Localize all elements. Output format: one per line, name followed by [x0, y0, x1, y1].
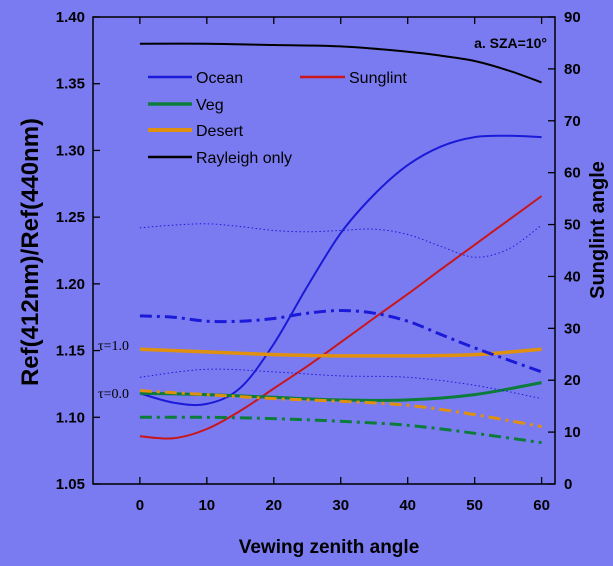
y-right-tick-label: 20	[564, 372, 581, 389]
x-tick-label: 60	[533, 497, 550, 514]
y-right-tick-label: 50	[564, 217, 581, 234]
series-line-veg	[139, 381, 542, 402]
y-left-tick-label: 1.10	[56, 409, 85, 426]
y-left-tick-label: 1.20	[56, 276, 85, 293]
y-left-tick-label: 1.30	[56, 142, 85, 159]
y-left-tick-label: 1.15	[56, 343, 85, 360]
y-right-tick-label: 40	[564, 268, 581, 285]
annotation-tau-0: τ=0.0	[98, 387, 129, 402]
y-right-tick-label: 10	[564, 424, 581, 441]
legend-label-desert: Desert	[196, 123, 244, 140]
x-axis-title: Vewing zenith angle	[239, 537, 420, 558]
x-tick-label: 0	[136, 497, 144, 514]
y-left-tick-label: 1.05	[56, 476, 85, 493]
ticks-layer: 0 10 20 30 40 50 60 1.05 1.10 1.15 1.20 1.25 1.30 1.3…	[56, 9, 581, 514]
series-line-veg-0-0	[139, 415, 542, 445]
y-right-tick-label: 90	[564, 9, 581, 26]
x-tick-label: 20	[265, 497, 282, 514]
series-line-ocean-1-0	[139, 308, 543, 374]
series-line-ocean-dotted-lower	[139, 368, 542, 400]
legend-label-sunglint: Sunglint	[349, 70, 407, 87]
y-axis-right-title: Sunglint angle	[587, 161, 609, 299]
y-right-tick-label: 70	[564, 113, 581, 130]
series-line-desert-0-0	[139, 389, 542, 429]
x-tick-label: 10	[198, 497, 215, 514]
annotation-tau-1: τ=1.0	[98, 339, 129, 354]
y-axis-left-title: Ref(412nm)/Ref(440nm)	[17, 118, 44, 386]
series-line-ocean-dotted-upper	[139, 223, 542, 258]
legend-label-rayleigh: Rayleigh only	[196, 150, 292, 167]
series-layer	[139, 42, 543, 445]
series-line-sunglint	[139, 195, 543, 440]
y-right-tick-label: 80	[564, 61, 581, 78]
legend-label-ocean: Ocean	[196, 70, 243, 87]
y-right-tick-label: 0	[564, 476, 572, 493]
y-left-tick-label: 1.25	[56, 209, 85, 226]
legend-label-veg: Veg	[196, 97, 224, 114]
y-left-tick-label: 1.35	[56, 76, 85, 93]
plot-frame	[92, 16, 556, 485]
y-right-tick-label: 30	[564, 320, 581, 337]
y-left-tick-label: 1.40	[56, 9, 85, 26]
series-line-rayleigh-only	[139, 42, 542, 84]
series-line-ocean	[139, 134, 542, 407]
series-line-desert	[139, 347, 542, 358]
chart-title: a. SZA=10°	[474, 35, 547, 51]
x-tick-label: 40	[399, 497, 416, 514]
x-tick-label: 50	[466, 497, 483, 514]
y-right-tick-label: 60	[564, 165, 581, 182]
legend: Ocean Sunglint Veg Desert Rayleigh only	[148, 70, 407, 167]
x-tick-label: 30	[332, 497, 349, 514]
